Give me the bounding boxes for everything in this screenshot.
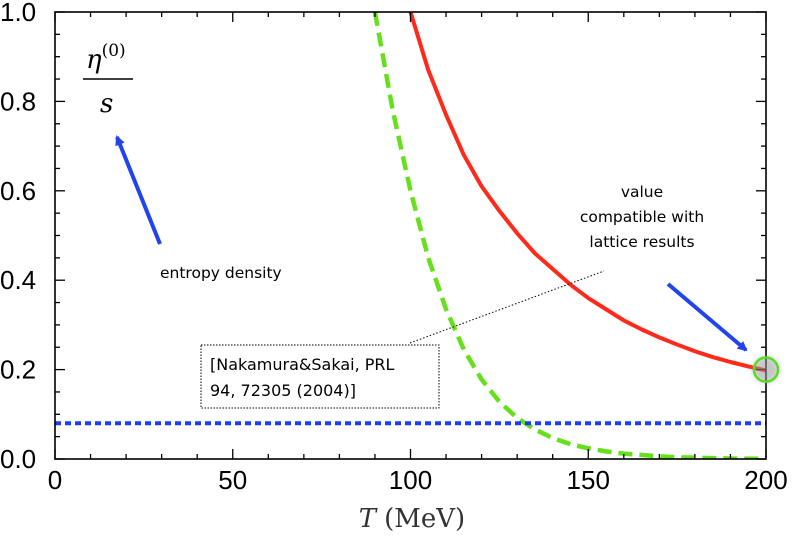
reference-line2: 94, 72305 (2004)] — [210, 381, 356, 400]
highlight-glow — [753, 356, 779, 383]
ticks-layer — [54, 11, 767, 460]
entropy-annotation: entropy density — [160, 264, 282, 282]
reference-line1: [Nakamura&Sakai, PRL — [210, 355, 395, 374]
y-tick-label: 0.2 — [0, 355, 36, 385]
x-tick-label: 0 — [48, 465, 62, 495]
y-tick-label: 1.0 — [0, 0, 36, 27]
x-tick-label: 100 — [389, 465, 432, 495]
x-tick-label: 50 — [218, 465, 247, 495]
y-axis-label-superscript: (0) — [102, 41, 126, 61]
value-annotation: value compatible with lattice results — [580, 183, 704, 251]
value-annotation-line3: lattice results — [589, 233, 694, 251]
labels-layer: 0 50 100 150 200 0.0 0.2 0.4 0.6 0.8 1.0 — [0, 0, 788, 495]
highlight-point — [752, 356, 780, 383]
y-axis-label-denominator: s — [100, 89, 113, 119]
x-axis-label-unit: (MeV) — [384, 504, 465, 534]
x-tick-label: 150 — [567, 465, 610, 495]
y-tick-label: 0.6 — [0, 176, 36, 206]
x-axis-label-var: T — [359, 504, 378, 534]
value-arrow — [666, 282, 748, 352]
svg-text:η(0): η(0) — [86, 41, 126, 75]
y-tick-label: 0.0 — [0, 444, 36, 474]
x-axis-label: T (MeV) — [359, 504, 465, 534]
reference-leader-line — [409, 270, 605, 344]
series-layer — [55, 12, 766, 459]
highlight-ring — [752, 356, 780, 383]
series-line-solid — [408, 12, 766, 373]
y-axis-label-numerator: η — [86, 45, 102, 75]
y-axis-label: η(0) s — [83, 41, 133, 119]
entropy-arrow — [115, 135, 162, 245]
reference-box — [200, 344, 440, 409]
value-annotation-line1: value — [621, 183, 663, 201]
y-tick-label: 0.8 — [0, 86, 36, 116]
y-tick-label: 0.4 — [0, 265, 36, 295]
value-annotation-line2: compatible with — [580, 208, 704, 226]
x-tick-label: 200 — [744, 465, 787, 495]
